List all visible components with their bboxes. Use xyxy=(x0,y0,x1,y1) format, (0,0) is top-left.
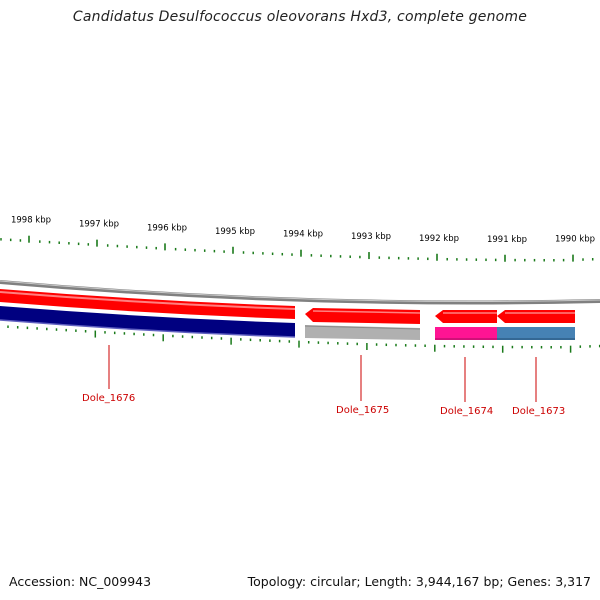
label-dole-1675[interactable]: Dole_1675 xyxy=(336,405,389,416)
label-dole-1674[interactable]: Dole_1674 xyxy=(440,406,493,417)
ruler-tick-label: 1998 kbp xyxy=(11,216,51,226)
label-dole-1676[interactable]: Dole_1676 xyxy=(82,393,135,404)
ruler-tick-label: 1996 kbp xyxy=(147,223,187,233)
genome-backbone-highlight xyxy=(0,280,600,302)
feature-dole-1674[interactable] xyxy=(435,327,497,340)
genome-title: Candidatus Desulfococcus oleovorans Hxd3… xyxy=(72,9,528,25)
accession-text: Accession: NC_009943 xyxy=(9,574,152,589)
feature-dole-1676-edge xyxy=(0,319,296,338)
label-dole-1673[interactable]: Dole_1673 xyxy=(512,406,565,417)
ruler-tick-label: 1992 kbp xyxy=(419,234,459,244)
ruler-ticks xyxy=(0,235,594,262)
gene-dole-1674[interactable] xyxy=(435,310,497,340)
cds-dole-1673[interactable] xyxy=(497,310,575,323)
ruler-tick-label: 1990 kbp xyxy=(555,235,595,245)
ruler-labels: 1998 kbp 1997 kbp 1996 kbp 1995 kbp 1994 kbp… xyxy=(11,216,595,245)
genome-backbone xyxy=(0,280,600,305)
gene-dole-1673[interactable] xyxy=(497,310,575,340)
genome-summary-text: Topology: circular; Length: 3,944,167 bp… xyxy=(247,574,591,589)
feature-dole-1676[interactable] xyxy=(0,306,295,337)
ruler-tick-label: 1995 kbp xyxy=(215,227,255,237)
feature-dole-1675-edge xyxy=(304,325,421,330)
ruler-tick-label: 1993 kbp xyxy=(351,232,391,242)
ruler-tick-label: 1991 kbp xyxy=(487,235,527,245)
feature-dole-1673[interactable] xyxy=(497,327,575,340)
cds-dole-1674[interactable] xyxy=(435,310,497,323)
cds-dole-1676-shine xyxy=(0,291,296,310)
gene-dole-1675[interactable] xyxy=(304,308,421,340)
ruler-tick-label: 1994 kbp xyxy=(283,230,323,240)
cds-dole-1675[interactable] xyxy=(305,308,420,324)
gene-dole-1676[interactable] xyxy=(0,289,296,338)
ruler-tick-label: 1997 kbp xyxy=(79,220,119,230)
cds-dole-1675-shine xyxy=(312,310,421,314)
